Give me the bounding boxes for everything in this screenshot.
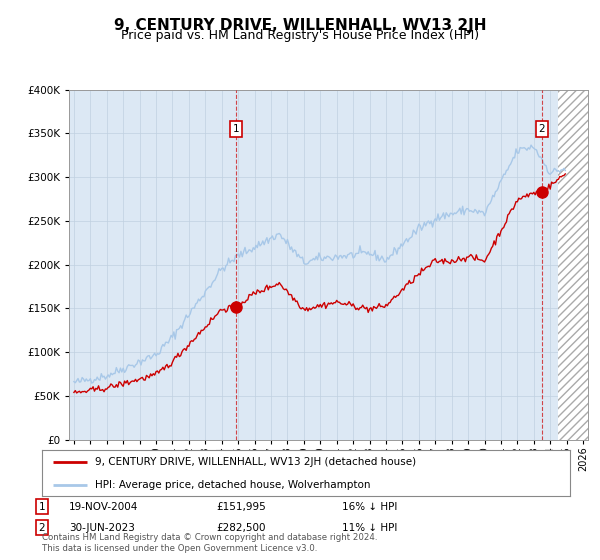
Text: Contains HM Land Registry data © Crown copyright and database right 2024.
This d: Contains HM Land Registry data © Crown c… <box>42 533 377 553</box>
Text: 19-NOV-2004: 19-NOV-2004 <box>69 502 139 512</box>
Text: 2: 2 <box>539 124 545 134</box>
Text: 30-JUN-2023: 30-JUN-2023 <box>69 522 135 533</box>
Text: HPI: Average price, detached house, Wolverhampton: HPI: Average price, detached house, Wolv… <box>95 480 370 491</box>
Text: 16% ↓ HPI: 16% ↓ HPI <box>342 502 397 512</box>
Text: 1: 1 <box>233 124 239 134</box>
Bar <box>559 90 599 440</box>
Text: £282,500: £282,500 <box>216 522 265 533</box>
Text: 2: 2 <box>38 522 46 533</box>
Text: Price paid vs. HM Land Registry's House Price Index (HPI): Price paid vs. HM Land Registry's House … <box>121 29 479 42</box>
Text: 11% ↓ HPI: 11% ↓ HPI <box>342 522 397 533</box>
Text: 1: 1 <box>38 502 46 512</box>
Text: 9, CENTURY DRIVE, WILLENHALL, WV13 2JH (detached house): 9, CENTURY DRIVE, WILLENHALL, WV13 2JH (… <box>95 457 416 467</box>
Text: 9, CENTURY DRIVE, WILLENHALL, WV13 2JH: 9, CENTURY DRIVE, WILLENHALL, WV13 2JH <box>114 18 486 33</box>
Text: £151,995: £151,995 <box>216 502 266 512</box>
